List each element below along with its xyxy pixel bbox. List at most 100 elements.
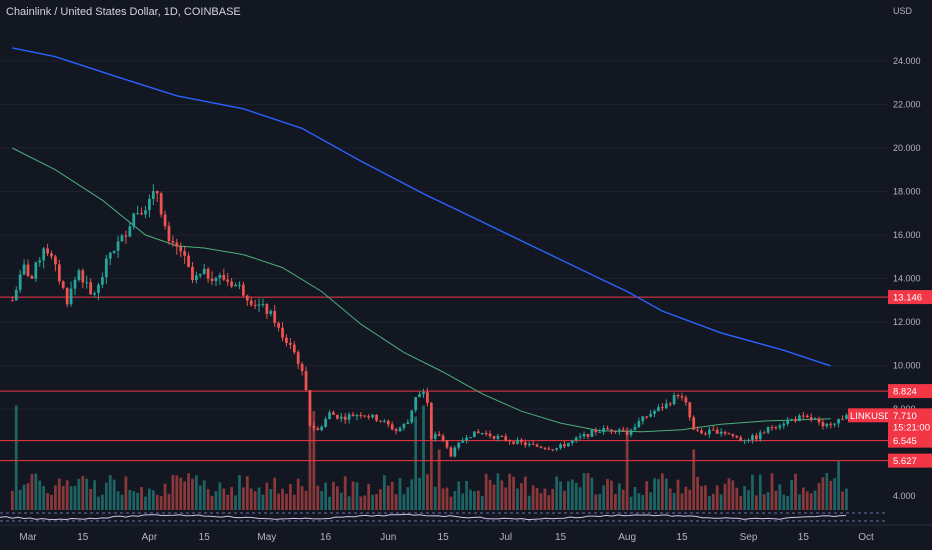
candle-body: [606, 428, 609, 430]
volume-bar: [516, 488, 519, 510]
volume-bar: [108, 475, 112, 510]
candle-body: [238, 284, 241, 286]
candle-body: [574, 437, 578, 441]
candle-body: [664, 403, 668, 409]
candle-body: [128, 226, 132, 237]
candle-body: [390, 424, 394, 430]
candle-body: [308, 390, 312, 426]
candle-body: [543, 447, 547, 449]
candle-body: [590, 429, 594, 437]
volume-bar: [696, 476, 699, 510]
candle-body: [500, 435, 504, 437]
candle-body: [257, 304, 261, 306]
x-tick-label: 15: [77, 532, 89, 543]
candle-body: [101, 277, 104, 285]
candle-body: [163, 214, 167, 227]
volume-bar: [484, 473, 488, 510]
candle-body: [837, 419, 840, 424]
candle-body: [171, 241, 175, 243]
candle-body: [841, 419, 844, 421]
time-axis[interactable]: Mar 15 Apr 15 May 16 Jun 15 Jul 15 Aug 15 Sep 15 Oct: [19, 532, 874, 543]
candle-body: [727, 433, 731, 435]
volume-bar: [371, 494, 374, 510]
volume-bar: [704, 485, 707, 510]
candle-body: [304, 371, 308, 391]
volume-bar: [57, 478, 61, 510]
candle-body: [335, 414, 339, 419]
volume-bar: [238, 475, 241, 510]
volume-bar: [739, 496, 743, 510]
candle-body: [222, 275, 226, 280]
candle-body: [661, 407, 664, 409]
volume-bar: [582, 473, 586, 510]
candle-body: [144, 210, 147, 215]
candle-body: [281, 327, 284, 338]
volume-bar: [386, 485, 390, 510]
volume-bar: [316, 485, 320, 510]
volume-bar: [449, 496, 453, 510]
volume-bar: [845, 488, 848, 510]
candle-body: [296, 352, 300, 364]
candle-body: [845, 415, 848, 420]
candle-body: [285, 337, 288, 343]
volume-bar: [77, 478, 81, 510]
volume-bar: [621, 489, 625, 510]
volume-bar: [625, 427, 629, 510]
volume-bar: [210, 495, 214, 510]
candle-body: [218, 275, 222, 278]
volume-bar: [85, 478, 89, 510]
volume-bar: [809, 493, 813, 510]
candle-body: [453, 447, 457, 457]
candle-body: [34, 262, 38, 279]
volume-bar: [422, 405, 425, 510]
volume-bar: [144, 496, 147, 510]
y-tick-label: 4.000: [893, 491, 916, 501]
volume-bar: [602, 485, 606, 510]
candle-body: [770, 427, 774, 429]
level-tag-label: 8.824: [893, 387, 917, 398]
candle-body: [700, 430, 703, 434]
candle-body: [578, 436, 582, 438]
candle-body: [547, 448, 551, 450]
volume-bar: [676, 479, 680, 510]
y-tick-label: 18.000: [893, 187, 921, 197]
volume-bar: [754, 495, 758, 510]
candle-body: [649, 413, 652, 417]
candle-body: [288, 342, 292, 345]
candle-body: [801, 415, 805, 417]
candle-body: [782, 423, 786, 426]
x-tick-label: Jun: [380, 532, 396, 543]
level-tag: [888, 453, 932, 468]
volume-bar: [97, 496, 100, 510]
volume-bar: [202, 480, 206, 510]
volume-bar: [731, 480, 735, 510]
candle-body: [394, 429, 398, 432]
volume-bar: [253, 491, 257, 510]
volume-bar: [285, 493, 288, 510]
candle-body: [14, 289, 18, 301]
volume-bar: [296, 478, 300, 510]
volume-bar: [242, 487, 245, 510]
volume-bar: [531, 485, 535, 510]
candle-body: [261, 304, 265, 306]
volume-bar: [426, 474, 429, 510]
candle-body: [692, 417, 696, 430]
volume-bar: [817, 482, 821, 510]
candle-body: [22, 264, 26, 275]
last-price-tag: [888, 408, 932, 435]
moving-average-line: [12, 47, 832, 367]
candle-body: [743, 440, 746, 442]
candle-body: [320, 426, 324, 431]
candle-body: [418, 394, 421, 398]
candle-body: [747, 439, 750, 441]
volume-bar: [277, 493, 280, 510]
candle-body: [120, 235, 124, 242]
candle-body: [754, 435, 758, 440]
volume-bar: [504, 487, 508, 510]
candle-body: [269, 311, 273, 314]
candle-body: [234, 284, 237, 287]
volume-bar: [433, 486, 437, 510]
candle-body: [723, 431, 727, 434]
candle-body: [426, 392, 429, 403]
